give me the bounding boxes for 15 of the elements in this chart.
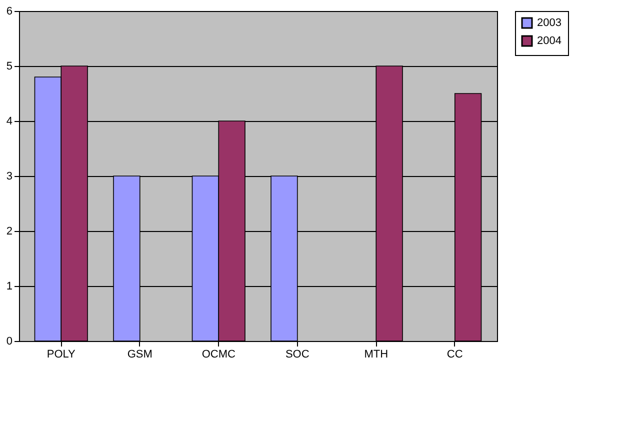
x-tick-label: POLY bbox=[46, 348, 76, 360]
y-tick-label: 4 bbox=[6, 116, 12, 128]
y-tick-label: 6 bbox=[6, 6, 12, 18]
x-tick-label: SOC bbox=[285, 348, 310, 360]
x-tick-label: CC bbox=[446, 348, 463, 360]
x-tick-label: MTH bbox=[364, 348, 388, 360]
y-tick-label: 2 bbox=[6, 226, 12, 238]
x-tick-label: OCMC bbox=[202, 348, 236, 360]
legend-label: 2003 bbox=[537, 17, 562, 29]
y-tick-label: 3 bbox=[6, 170, 12, 182]
x-tick-label: GSM bbox=[127, 348, 152, 360]
y-tick-label: 1 bbox=[6, 280, 12, 292]
legend-label: 2004 bbox=[537, 35, 562, 47]
y-tick-label: 5 bbox=[6, 60, 12, 72]
y-tick-label: 0 bbox=[6, 336, 12, 348]
